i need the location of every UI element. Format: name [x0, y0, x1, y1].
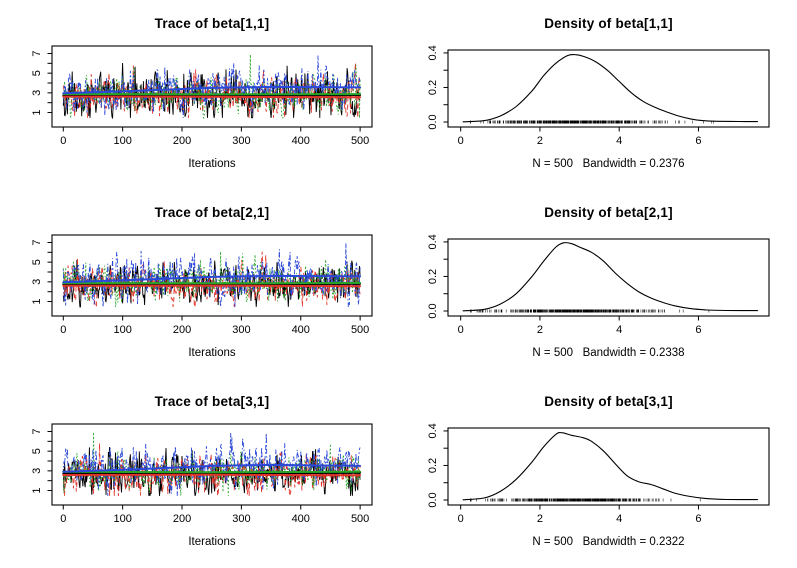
svg-text:0.2: 0.2 — [427, 458, 439, 473]
svg-text:6: 6 — [695, 324, 701, 336]
trace-beta-3-1-panel: 0 100 200 300 400 500 1 3 5 7 Trace of beta[3,1] … — [0, 378, 398, 568]
svg-text:400: 400 — [292, 324, 310, 336]
svg-text:4: 4 — [616, 324, 622, 336]
trace-beta-3-1-canvas: 0 100 200 300 400 500 1 3 5 7 — [31, 423, 373, 525]
svg-text:7: 7 — [31, 428, 43, 434]
svg-text:0: 0 — [458, 135, 464, 147]
trace-beta-2-1-panel: 0 100 200 300 400 500 1 3 5 7 Trace of beta[2,1] … — [0, 189, 398, 379]
trace-beta-1-1-panel: 0 100 200 300 400 500 1 3 5 7 Trace of beta[1,1] … — [0, 0, 398, 190]
svg-text:0.4: 0.4 — [427, 234, 439, 249]
svg-text:0.4: 0.4 — [427, 423, 439, 438]
svg-text:300: 300 — [232, 135, 250, 147]
density-beta-1-1-canvas: 0 2 4 6 0.0 0.2 0.4 — [427, 45, 770, 147]
svg-text:2: 2 — [537, 324, 543, 336]
svg-text:200: 200 — [173, 513, 191, 525]
svg-text:100: 100 — [113, 513, 131, 525]
svg-text:1: 1 — [31, 298, 43, 304]
svg-text:7: 7 — [31, 239, 43, 245]
svg-text:3: 3 — [31, 468, 43, 474]
svg-text:4: 4 — [616, 513, 622, 525]
svg-text:300: 300 — [232, 324, 250, 336]
plot-title: Trace of beta[3,1] — [154, 394, 270, 409]
density-beta-3-1-canvas: 0 2 4 6 0.0 0.2 0.4 — [427, 423, 770, 525]
trace-beta-2-1-canvas: 0 100 200 300 400 500 1 3 5 7 — [31, 234, 373, 336]
svg-text:200: 200 — [173, 324, 191, 336]
svg-text:3: 3 — [31, 90, 43, 96]
x-axis-label: Iterations — [188, 158, 236, 170]
svg-text:2: 2 — [537, 513, 543, 525]
plot-title: Trace of beta[1,1] — [154, 16, 270, 31]
density-beta-2-1-canvas: 0 2 4 6 0.0 0.2 0.4 — [427, 234, 770, 336]
x-axis-label: Iterations — [188, 536, 236, 548]
density-stats-label: N = 500 Bandwidth = 0.2338 — [532, 347, 685, 359]
svg-text:0.0: 0.0 — [427, 114, 439, 129]
plot-title: Density of beta[2,1] — [544, 205, 673, 220]
svg-text:0: 0 — [458, 324, 464, 336]
svg-text:0: 0 — [60, 135, 66, 147]
svg-text:400: 400 — [292, 513, 310, 525]
svg-text:6: 6 — [695, 135, 701, 147]
svg-text:200: 200 — [173, 135, 191, 147]
svg-text:4: 4 — [616, 135, 622, 147]
density-beta-1-1-panel: 0 2 4 6 0.0 0.2 0.4 Density of beta[1,1] N = 5… — [397, 0, 795, 190]
svg-text:1: 1 — [31, 487, 43, 493]
svg-text:6: 6 — [695, 513, 701, 525]
plot-title: Density of beta[3,1] — [544, 394, 673, 409]
trace-beta-1-1-canvas: 0 100 200 300 400 500 1 3 5 7 — [31, 45, 373, 147]
svg-text:5: 5 — [31, 70, 43, 76]
density-beta-3-1-panel: 0 2 4 6 0.0 0.2 0.4 Density of beta[3,1] N = 5… — [397, 378, 795, 568]
svg-text:2: 2 — [537, 135, 543, 147]
svg-text:0.0: 0.0 — [427, 492, 439, 507]
svg-text:0: 0 — [60, 513, 66, 525]
density-stats-label: N = 500 Bandwidth = 0.2376 — [532, 158, 685, 170]
plot-title: Trace of beta[2,1] — [154, 205, 270, 220]
svg-text:0.4: 0.4 — [427, 45, 439, 60]
svg-text:0: 0 — [60, 324, 66, 336]
svg-text:0: 0 — [458, 513, 464, 525]
svg-text:100: 100 — [113, 324, 131, 336]
svg-text:3: 3 — [31, 279, 43, 285]
svg-text:5: 5 — [31, 448, 43, 454]
svg-text:100: 100 — [113, 135, 131, 147]
density-stats-label: N = 500 Bandwidth = 0.2322 — [532, 536, 685, 548]
svg-text:500: 500 — [351, 135, 369, 147]
svg-text:500: 500 — [351, 513, 369, 525]
svg-text:500: 500 — [351, 324, 369, 336]
svg-text:0.2: 0.2 — [427, 80, 439, 95]
svg-text:400: 400 — [292, 135, 310, 147]
x-axis-label: Iterations — [188, 347, 236, 359]
svg-text:7: 7 — [31, 50, 43, 56]
svg-text:1: 1 — [31, 109, 43, 115]
density-beta-2-1-panel: 0 2 4 6 0.0 0.2 0.4 Density of beta[2,1] N = 5… — [397, 189, 795, 379]
svg-text:300: 300 — [232, 513, 250, 525]
plot-title: Density of beta[1,1] — [544, 16, 673, 31]
svg-text:0.2: 0.2 — [427, 269, 439, 284]
svg-text:5: 5 — [31, 259, 43, 265]
svg-text:0.0: 0.0 — [427, 303, 439, 318]
